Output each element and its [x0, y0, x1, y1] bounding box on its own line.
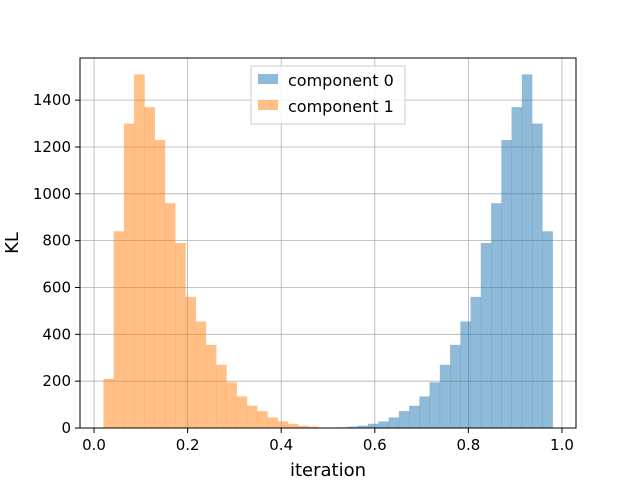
- histogram-bar-component-1: [195, 321, 207, 428]
- histogram-bar-component-0: [378, 421, 389, 428]
- histogram-bar-component-1: [298, 425, 309, 428]
- y-tick-label: 600: [42, 278, 71, 296]
- histogram-bar-component-1: [226, 382, 237, 428]
- x-tick-label: 0.6: [363, 436, 387, 454]
- y-axis-label: KL: [2, 232, 23, 254]
- x-tick-label: 0.4: [269, 436, 293, 454]
- y-tick-label: 1000: [33, 185, 71, 203]
- histogram-bar-component-1: [236, 396, 248, 428]
- x-axis-label: iteration: [290, 460, 366, 480]
- histogram-bar-component-1: [154, 139, 166, 428]
- histogram-bar-component-0: [347, 426, 359, 428]
- histogram-bar-component-1: [134, 74, 145, 429]
- histogram-bar-component-0: [388, 417, 400, 428]
- axes-frame: [79, 57, 577, 429]
- histogram-bar-component-0: [491, 203, 502, 428]
- histogram-bar-component-0: [501, 139, 512, 428]
- histogram-bar-component-0: [470, 296, 482, 428]
- y-tick-label: 1400: [33, 91, 71, 109]
- legend: component 0 component 1: [250, 65, 406, 125]
- histogram-bar-component-0: [419, 396, 430, 428]
- histogram-bar-component-1: [113, 231, 125, 428]
- histogram-bar-component-1: [205, 344, 217, 428]
- histogram-bar-component-1: [277, 421, 289, 428]
- y-tick-label: 800: [42, 232, 71, 250]
- histogram-bar-component-0: [542, 231, 553, 428]
- histogram-bar-component-0: [368, 423, 379, 428]
- histogram-bar-component-0: [521, 74, 533, 429]
- y-tick-label: 0: [61, 419, 71, 437]
- histogram-bar-component-1: [308, 426, 319, 428]
- histogram-bar-component-0: [429, 382, 441, 428]
- histogram-bar-component-1: [103, 378, 114, 428]
- histogram-bar-component-1: [287, 423, 299, 428]
- histogram-bar-component-0: [409, 405, 420, 428]
- legend-label-component-0: component 0: [288, 71, 394, 90]
- y-tick-label: 200: [42, 372, 71, 390]
- histogram-bar-component-1: [257, 411, 268, 428]
- histogram-bar-component-0: [532, 123, 543, 429]
- x-tick-label: 0.0: [82, 436, 106, 454]
- legend-label-component-1: component 1: [288, 97, 394, 116]
- legend-swatch-component-1: [258, 100, 278, 110]
- histogram-bar-component-0: [398, 411, 410, 428]
- histogram-bar-component-1: [216, 364, 227, 428]
- histogram-bars: [103, 74, 553, 429]
- x-tick-label: 1.0: [550, 436, 574, 454]
- y-tick-label: 400: [42, 325, 71, 343]
- histogram-bar-component-1: [185, 296, 196, 428]
- histogram-bar-component-0: [439, 364, 451, 428]
- histogram-bar-component-1: [175, 243, 186, 428]
- histogram-bar-component-0: [357, 425, 369, 428]
- histogram-bar-component-1: [267, 417, 278, 428]
- x-tick-label: 0.2: [176, 436, 200, 454]
- x-axis-ticks: 0.0 0.2 0.4 0.6 0.8 1.0: [82, 428, 574, 454]
- legend-swatch-component-0: [258, 74, 278, 84]
- histogram-bar-component-1: [164, 203, 176, 428]
- histogram-bar-component-0: [460, 321, 471, 428]
- histogram-bar-component-1: [123, 123, 135, 429]
- x-tick-label: 0.8: [456, 436, 480, 454]
- histogram-bar-component-0: [450, 344, 461, 428]
- y-axis-ticks: 0 200 400 600 800 1000 1200 1400: [33, 91, 80, 437]
- histogram-bar-component-0: [480, 243, 492, 428]
- histogram-bar-component-1: [246, 405, 258, 428]
- y-tick-label: 1200: [33, 138, 71, 156]
- histogram-bar-component-0: [511, 107, 523, 428]
- histogram-bar-component-1: [144, 107, 155, 428]
